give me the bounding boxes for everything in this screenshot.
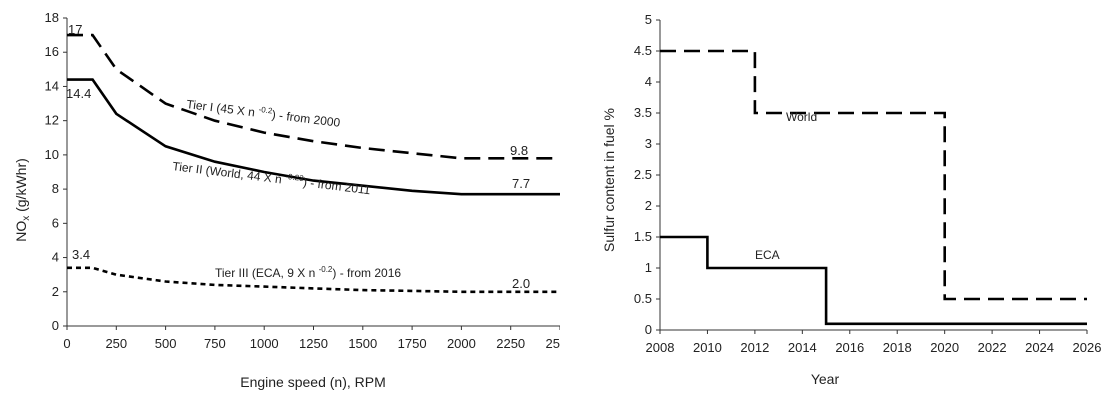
- sulfur-y-tick-label: 4: [645, 74, 652, 89]
- nox-y-tick-label: 16: [45, 44, 59, 59]
- nox-x-tick-label: 1000: [250, 336, 279, 351]
- sulfur-y-tick-label: 2: [645, 198, 652, 213]
- sulfur-y-tick-label: 4.5: [634, 43, 652, 58]
- nox-x-tick-label: 2000: [447, 336, 476, 351]
- nox-y-tick-label: 8: [52, 181, 59, 196]
- tier2-end-label: 7.7: [512, 176, 530, 191]
- nox-x-tick-label: 1750: [398, 336, 427, 351]
- sulfur-x-tick-label: 2008: [646, 340, 675, 355]
- tier3-annotation: Tier III (ECA, 9 X n -0.2) - from 2016: [215, 265, 401, 280]
- sulfur-y-tick-label: 1.5: [634, 229, 652, 244]
- sulfur-x-tick-label: 2024: [1025, 340, 1054, 355]
- tier1-annotation: Tier I (45 X n -0.2) - from 2000: [186, 96, 342, 130]
- sulfur-y-tick-label: 2.5: [634, 167, 652, 182]
- nox-x-tick-label: 1250: [299, 336, 328, 351]
- nox-y-tick-label: 0: [52, 318, 59, 333]
- sulfur-x-tick-label: 2010: [693, 340, 722, 355]
- nox-y-tick-label: 10: [45, 147, 59, 162]
- nox-x-tick-label: 250: [105, 336, 127, 351]
- nox-series-line-1: [67, 78, 560, 196]
- nox-y-tick-label: 14: [45, 78, 59, 93]
- sulfur-y-tick-label: 5: [645, 12, 652, 27]
- world-label: World: [786, 110, 817, 124]
- sulfur-series-line-0: [660, 49, 1087, 301]
- tier3-start-label: 3.4: [72, 247, 90, 262]
- nox-x-tick-label: 1500: [348, 336, 377, 351]
- sulfur-x-tick-label: 2016: [835, 340, 864, 355]
- sulfur-x-tick-label: 2020: [930, 340, 959, 355]
- nox-y-tick-label: 12: [45, 113, 59, 128]
- nox-series-line-0: [67, 33, 560, 160]
- nox-y-tick-label: 6: [52, 215, 59, 230]
- sulfur-x-tick-label: 2026: [1073, 340, 1102, 355]
- sulfur-x-tick-label: 2022: [978, 340, 1007, 355]
- nox-y-tick-label: 2: [52, 284, 59, 299]
- tier1-end-label: 9.8: [510, 143, 528, 158]
- sulfur-x-tick-label: 2018: [883, 340, 912, 355]
- x-axis-title: Engine speed (n), RPM: [240, 374, 386, 390]
- sulfur-series-line-1: [660, 235, 1087, 326]
- x-axis-title: Year: [811, 371, 840, 387]
- y-axis-title: NOx (g/kWhr): [13, 158, 32, 242]
- tier2-start-label: 14.4: [66, 86, 91, 101]
- nox-x-tick-label: 500: [155, 336, 177, 351]
- tier1-start-label: 17: [68, 22, 82, 37]
- nox-chart: NOx (g/kWhr) Engine speed (n), RPM 0 2 4 6 8…: [13, 10, 560, 390]
- sulfur-y-tick-label: 0.5: [634, 291, 652, 306]
- nox-x-tick-label: 0: [63, 336, 70, 351]
- nox-y-tick-label: 4: [52, 250, 59, 265]
- sulfur-y-tick-label: 1: [645, 260, 652, 275]
- sulfur-x-tick-label: 2012: [740, 340, 769, 355]
- y-axis-title: Sulfur content in fuel %: [601, 108, 617, 252]
- nox-x-tick-label: 750: [204, 336, 226, 351]
- sulfur-y-tick-label: 0: [645, 322, 652, 337]
- nox-y-tick-label: 18: [45, 10, 59, 25]
- nox-series-line-2: [67, 266, 560, 294]
- tier3-end-label: 2.0: [512, 276, 530, 291]
- sulfur-x-tick-label: 2014: [788, 340, 817, 355]
- sulfur-y-tick-label: 3.5: [634, 105, 652, 120]
- sulfur-y-tick-label: 3: [645, 136, 652, 151]
- nox-x-tick-label: 2500: [546, 336, 560, 351]
- eca-label: ECA: [755, 248, 780, 262]
- tier2-annotation: Tier II (World, 44 X n -0.23) - from 201…: [172, 158, 372, 197]
- nox-x-tick-label: 2250: [496, 336, 525, 351]
